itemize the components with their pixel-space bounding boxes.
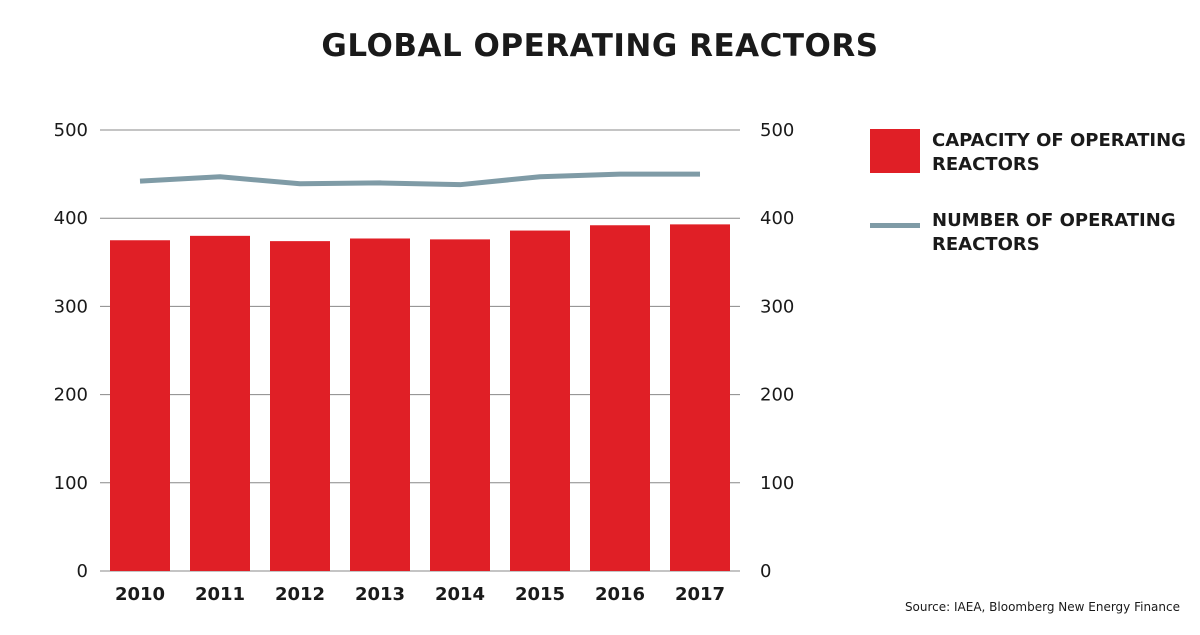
- source-note: Source: IAEA, Bloomberg New Energy Finan…: [904, 600, 1180, 614]
- bar-capacity-2010: [110, 240, 170, 571]
- line-series: [139, 171, 701, 188]
- x-tick-label: 2017: [675, 584, 725, 605]
- x-tick-label: 2011: [195, 584, 245, 605]
- axis-ticks: 0 0 100 100 200 200 300 300 400 400 500 500 2010 2011…: [54, 120, 795, 605]
- y-tick-label-right: 500: [760, 120, 794, 141]
- line-number-of-reactors: [139, 171, 700, 188]
- bar-capacity-2011: [190, 235, 250, 571]
- x-tick-label: 2014: [435, 584, 485, 605]
- y-tick-label-left: 100: [54, 473, 88, 494]
- x-tick-label: 2015: [515, 584, 565, 605]
- x-tick-label: 2016: [595, 584, 645, 605]
- y-tick-label-left: 0: [77, 561, 88, 582]
- legend-swatch-number: [870, 223, 920, 228]
- bar-capacity-2012: [270, 241, 330, 571]
- y-tick-label-left: 500: [54, 120, 88, 141]
- legend-label-capacity: CAPACITY OF OPERATING REACTORS: [932, 130, 1186, 175]
- y-tick-label-left: 300: [54, 296, 88, 317]
- bar-capacity-2014: [430, 239, 490, 572]
- bar-capacity-2015: [510, 230, 570, 571]
- y-tick-label-right: 100: [760, 473, 794, 494]
- legend-label-number: NUMBER OF OPERATING REACTORS: [932, 210, 1176, 255]
- y-tick-label-right: 400: [760, 208, 794, 229]
- bar-capacity-2013: [350, 238, 410, 571]
- y-tick-label-right: 0: [760, 561, 771, 582]
- y-tick-label-left: 200: [54, 385, 88, 406]
- x-tick-label: 2013: [355, 584, 405, 605]
- y-tick-label-left: 400: [54, 208, 88, 229]
- chart-title: GLOBAL OPERATING REACTORS: [321, 28, 879, 64]
- bar-capacity-2017: [670, 224, 730, 571]
- legend-swatch-capacity: [870, 129, 920, 173]
- bar-capacity-2016: [590, 225, 650, 572]
- bar-series: [110, 224, 730, 572]
- x-tick-label: 2010: [115, 584, 165, 605]
- x-tick-label: 2012: [275, 584, 325, 605]
- y-tick-label-right: 200: [760, 385, 794, 406]
- y-tick-label-right: 300: [760, 296, 794, 317]
